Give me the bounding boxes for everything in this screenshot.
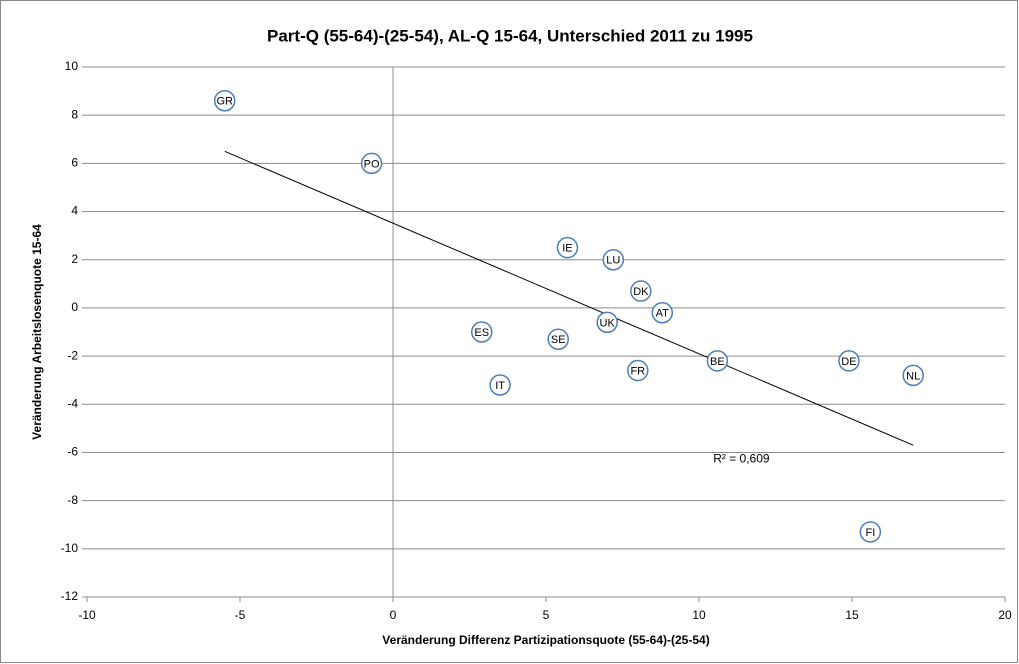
- point-label: DE: [841, 356, 856, 368]
- point: [470, 321, 493, 343]
- point-label: SE: [551, 334, 566, 346]
- point-label: IT: [495, 380, 505, 392]
- point-label: NL: [906, 370, 920, 382]
- x-tick-label: 10: [692, 608, 706, 622]
- y-tick-label: 10: [65, 59, 79, 73]
- y-tick-label: 8: [71, 107, 78, 121]
- point: [360, 152, 383, 175]
- x-tick-label: 20: [998, 608, 1012, 622]
- y-tick-label: -12: [61, 589, 79, 603]
- y-tick-label: 2: [71, 252, 78, 266]
- chart-title: Part-Q (55-64)-(25-54), AL-Q 15-64, Unte…: [267, 26, 753, 45]
- point: [627, 359, 649, 382]
- point-label: UK: [600, 317, 616, 329]
- point: [547, 328, 569, 350]
- point-label: BE: [710, 356, 725, 368]
- y-tick-label: 0: [71, 300, 78, 314]
- point-label: FR: [630, 365, 645, 377]
- y-tick-label: -4: [67, 396, 78, 410]
- trendline-label: R² = 0,609: [713, 451, 770, 465]
- x-axis-title: Veränderung Differenz Partizipationsquot…: [382, 633, 709, 647]
- x-tick-label: 5: [543, 608, 550, 622]
- point: [859, 521, 882, 543]
- point-label: FI: [865, 527, 875, 539]
- point-label: ES: [474, 327, 489, 339]
- x-tick-label: -10: [78, 608, 96, 622]
- point-label: LU: [606, 255, 620, 267]
- point: [556, 236, 579, 259]
- x-tick-label: 0: [390, 608, 397, 622]
- point: [213, 89, 236, 112]
- y-tick-label: -2: [67, 348, 78, 362]
- x-tick-label: 15: [845, 608, 859, 622]
- trendline: [224, 150, 914, 446]
- x-tick-label: -5: [235, 608, 246, 622]
- point: [902, 364, 924, 387]
- point: [630, 280, 652, 302]
- point: [596, 311, 618, 334]
- point: [602, 248, 625, 271]
- point-label: DK: [633, 286, 649, 298]
- point: [489, 374, 511, 396]
- point-label: PO: [364, 158, 380, 170]
- point-label: IE: [562, 243, 572, 255]
- y-tick-label: -10: [61, 541, 79, 555]
- point: [706, 350, 729, 372]
- point: [651, 301, 674, 324]
- y-tick-label: -6: [67, 445, 78, 459]
- point: [838, 350, 860, 372]
- point-label: GR: [216, 96, 233, 108]
- y-tick-label: -8: [67, 493, 78, 507]
- y-axis-title: Veränderung Arbeitslosenquote 15-64: [30, 224, 44, 440]
- point-label: AT: [656, 308, 670, 320]
- y-tick-label: 6: [71, 156, 78, 170]
- y-tick-label: 4: [71, 204, 78, 218]
